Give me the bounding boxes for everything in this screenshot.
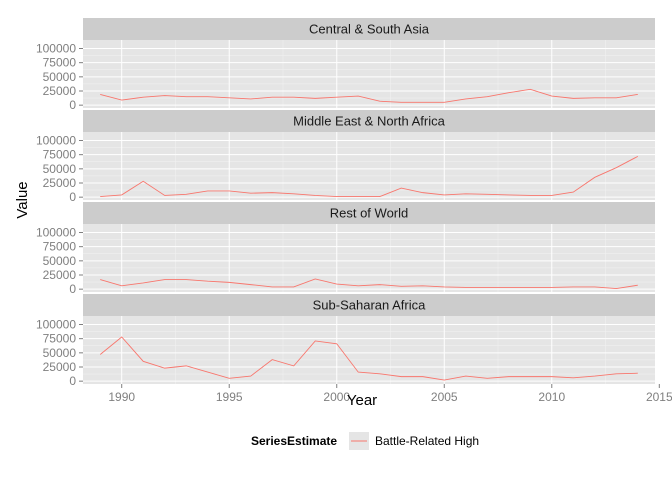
x-tick-label: 2010 (538, 390, 565, 404)
y-tick-label: 75000 (43, 332, 77, 346)
x-tick-label: 2015 (646, 390, 672, 404)
y-tick-label: 50000 (43, 162, 77, 176)
x-tick-label: 2000 (323, 390, 350, 404)
y-tick-label: 0 (69, 374, 76, 388)
legend-entry-label: Battle-Related High (375, 434, 479, 448)
facet-strip-label: Middle East & North Africa (293, 114, 445, 129)
facet-strip (83, 110, 655, 132)
facet-panel: Central & South Asia 02500050000750001000… (36, 18, 660, 112)
x-tick-label: 2005 (431, 390, 458, 404)
series-line (100, 278, 638, 290)
y-tick-label: 75000 (43, 56, 77, 70)
series-line (99, 336, 638, 381)
y-tick-label: 100000 (36, 42, 76, 56)
y-tick-label: 25000 (43, 360, 77, 374)
facet-strip (83, 18, 655, 40)
panel-background (83, 224, 655, 292)
y-axis-title: Value (14, 181, 31, 218)
facet-strip-label: Central & South Asia (309, 22, 430, 37)
facet-strip (83, 294, 655, 316)
y-tick-label: 0 (69, 190, 76, 204)
facet-strip-label: Rest of World (330, 206, 409, 221)
y-tick-label: 75000 (43, 148, 77, 162)
legend-title: SeriesEstimate (251, 434, 337, 448)
y-tick-label: 0 (69, 98, 76, 112)
y-tick-label: 25000 (43, 176, 77, 190)
y-tick-label: 25000 (43, 268, 77, 282)
facet-panel: Middle East & North Africa 02500050000750… (36, 110, 660, 204)
facet-strip (83, 202, 655, 224)
y-tick-label: 100000 (36, 318, 76, 332)
y-tick-label: 100000 (36, 226, 76, 240)
panel-background (83, 316, 655, 384)
series-line (100, 155, 639, 198)
y-tick-label: 50000 (43, 254, 77, 268)
series-line (100, 88, 638, 103)
legend: SeriesEstimate Battle-Related High (251, 432, 479, 450)
x-tick-label: 1995 (216, 390, 243, 404)
y-tick-label: 75000 (43, 240, 77, 254)
y-tick-label: 50000 (43, 70, 77, 84)
y-tick-label: 0 (69, 282, 76, 296)
y-tick-label: 50000 (43, 346, 77, 360)
x-tick-label: 1990 (108, 390, 135, 404)
x-axis-title: Year (347, 392, 377, 409)
chart-panels: Central & South Asia02500050000750001000… (36, 18, 660, 388)
x-axis: 1990 1995 2000 2005 2010 2015 (108, 384, 672, 404)
y-tick-label: 100000 (36, 134, 76, 148)
panel-background (83, 132, 655, 200)
facet-strip-label: Sub-Saharan Africa (313, 298, 427, 313)
y-tick-label: 25000 (43, 84, 77, 98)
